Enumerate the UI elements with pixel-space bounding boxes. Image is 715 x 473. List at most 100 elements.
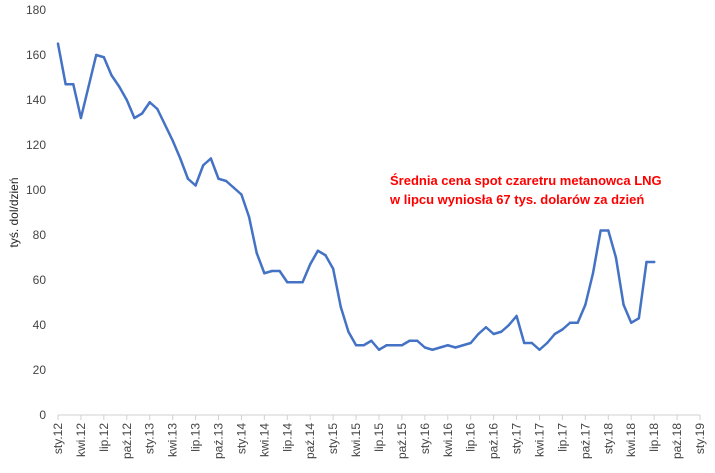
data-point — [316, 249, 320, 252]
y-axis-title: tyś. dol/dzień — [7, 177, 21, 247]
annotation-text: Średnia cena spot czaretru metanowca LNG… — [389, 173, 662, 207]
data-point — [607, 229, 610, 232]
data-point — [163, 123, 167, 126]
data-point — [515, 314, 518, 318]
data-point — [393, 344, 396, 347]
x-tick-label: kwi.18 — [624, 423, 638, 457]
data-point — [339, 305, 342, 309]
data-point — [614, 256, 618, 259]
data-point — [568, 321, 572, 324]
data-point — [584, 303, 587, 306]
data-point — [553, 332, 556, 336]
data-point — [530, 341, 534, 345]
data-point — [102, 56, 106, 59]
data-point — [72, 83, 75, 86]
data-point — [278, 269, 281, 273]
x-tick-label: paź.17 — [578, 423, 592, 459]
x-tick-label: lip.18 — [647, 423, 661, 452]
y-tick-label: 80 — [33, 228, 47, 242]
data-point — [599, 229, 602, 232]
data-point — [263, 272, 266, 275]
data-point — [186, 177, 190, 180]
data-point — [247, 215, 251, 219]
y-axis-ticks: 0 20 40 60 80 100 120 140 160 180 — [26, 3, 46, 422]
x-tick-label: sty.16 — [418, 423, 432, 454]
x-tick-label: paź.12 — [120, 423, 134, 459]
data-point — [576, 321, 579, 324]
x-tick-label: sty.17 — [510, 423, 524, 454]
data-point — [309, 263, 312, 266]
x-tick-label: sty.12 — [51, 423, 65, 454]
x-tick-label: lip.17 — [555, 423, 569, 452]
x-tick-label: lip.12 — [97, 423, 111, 452]
x-axis-ticks: sty.12 kwi.12 lip.12 paź.12 sty.13 kwi.13 lip.… — [51, 415, 707, 459]
series-points — [56, 42, 656, 351]
x-tick-label: sty.15 — [326, 423, 340, 454]
data-point — [538, 348, 541, 351]
data-point — [217, 177, 220, 180]
data-point — [461, 344, 465, 347]
data-point — [331, 267, 335, 270]
data-point — [477, 332, 480, 336]
x-tick-label: paź.18 — [670, 423, 684, 459]
x-tick-label: lip.15 — [372, 423, 386, 452]
data-point — [400, 344, 404, 347]
data-point — [64, 83, 67, 86]
data-point — [416, 339, 419, 342]
x-tick-label: paź.15 — [395, 423, 409, 459]
y-tick-label: 20 — [33, 363, 47, 377]
data-point — [354, 344, 358, 347]
data-point — [469, 341, 472, 345]
x-tick-label: paź.16 — [487, 423, 501, 459]
data-point — [561, 328, 564, 331]
data-point — [645, 260, 648, 264]
data-point — [500, 330, 503, 333]
data-point — [232, 186, 235, 189]
data-point — [286, 281, 289, 284]
x-tick-label: kwi.15 — [349, 423, 363, 457]
data-point — [224, 179, 228, 183]
data-point — [133, 116, 136, 120]
x-tick-label: kwi.16 — [441, 423, 455, 457]
x-tick-label: kwi.13 — [166, 423, 180, 457]
data-point — [523, 341, 526, 345]
x-tick-label: lip.16 — [464, 423, 478, 452]
data-point — [637, 317, 641, 320]
y-tick-label: 140 — [26, 93, 46, 107]
x-tick-label: sty.19 — [693, 423, 707, 454]
data-point — [148, 101, 151, 104]
x-tick-label: kwi.17 — [533, 423, 547, 457]
data-point — [431, 348, 434, 351]
x-tick-label: paź.13 — [212, 423, 226, 459]
data-point — [630, 321, 633, 324]
x-tick-label: lip.14 — [280, 423, 294, 452]
data-point — [454, 346, 457, 349]
y-tick-label: 0 — [39, 408, 46, 422]
data-point — [293, 281, 297, 284]
data-point — [492, 332, 495, 336]
data-point — [408, 339, 411, 342]
x-tick-label: kwi.14 — [257, 423, 271, 457]
data-point — [125, 98, 128, 102]
data-point — [370, 339, 373, 342]
data-point — [385, 344, 388, 347]
y-tick-label: 40 — [33, 318, 47, 332]
y-tick-label: 120 — [26, 138, 46, 152]
data-point — [545, 341, 549, 345]
data-point — [652, 260, 656, 264]
data-point — [171, 139, 174, 142]
data-point — [438, 346, 442, 349]
data-point — [362, 344, 365, 347]
data-point — [301, 281, 304, 284]
data-point — [156, 107, 159, 111]
data-point — [117, 85, 121, 88]
data-point — [622, 303, 625, 306]
data-point — [79, 116, 83, 120]
data-point — [446, 344, 449, 347]
data-point — [484, 326, 488, 329]
data-point — [423, 346, 427, 349]
data-point — [255, 251, 258, 255]
y-tick-label: 180 — [26, 3, 46, 17]
